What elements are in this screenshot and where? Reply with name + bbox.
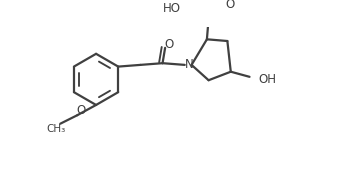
Text: O: O	[165, 38, 174, 51]
Text: O: O	[225, 0, 235, 11]
Text: N: N	[185, 58, 193, 71]
Text: CH₃: CH₃	[47, 124, 66, 134]
Text: O: O	[76, 103, 85, 117]
Text: OH: OH	[258, 73, 276, 86]
Text: HO: HO	[163, 2, 181, 15]
